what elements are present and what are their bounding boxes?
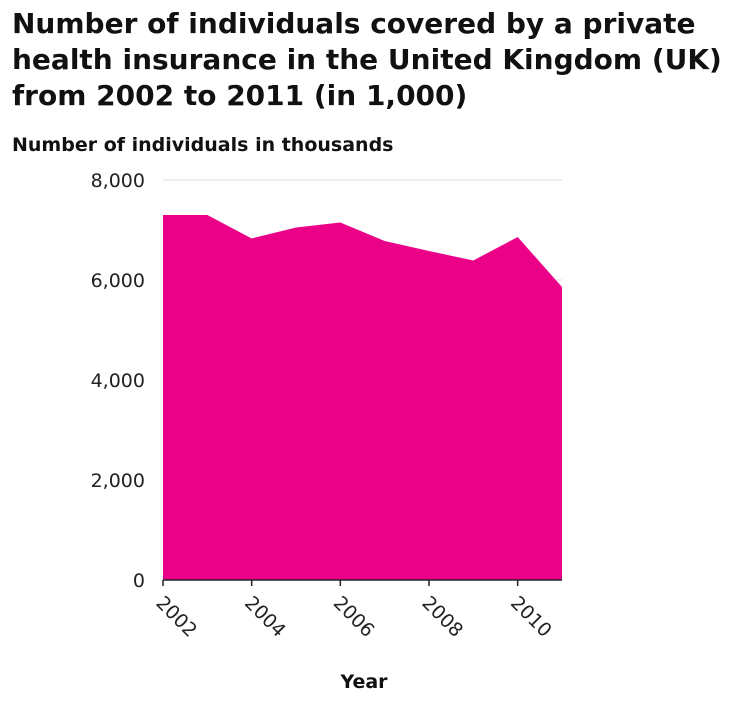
x-tick-label: 2004 (240, 592, 290, 642)
area-series (163, 215, 562, 580)
y-axis-label: Number of individuals in thousands (12, 134, 394, 156)
y-tick-label: 6,000 (91, 270, 145, 292)
area-series-layer (163, 215, 562, 580)
x-tick-label: 2006 (329, 592, 379, 642)
x-tick-label: 2002 (151, 592, 201, 642)
y-tick-label: 8,000 (91, 170, 145, 192)
x-tick-label: 2010 (506, 592, 556, 642)
chart-title: Number of individuals covered by a priva… (12, 7, 722, 112)
y-tick-label: 4,000 (91, 370, 145, 392)
y-tick-label: 0 (133, 570, 145, 592)
y-tick-label: 2,000 (91, 470, 145, 492)
x-tick-label: 2008 (417, 592, 467, 642)
x-axis-label: Year (339, 671, 388, 693)
